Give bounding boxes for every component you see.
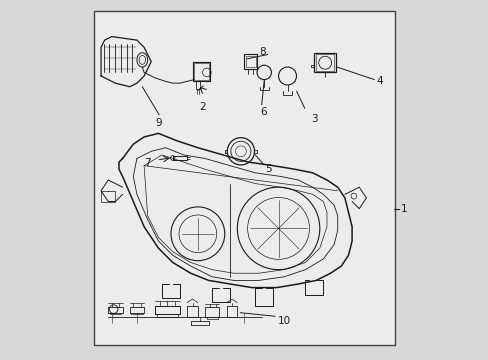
Text: 10: 10 <box>277 316 290 325</box>
Text: 7: 7 <box>143 158 150 168</box>
Bar <box>192 62 210 81</box>
Text: 3: 3 <box>310 114 317 124</box>
Text: 4: 4 <box>376 76 382 86</box>
Bar <box>244 54 257 69</box>
Text: 1: 1 <box>400 204 407 214</box>
Text: 9: 9 <box>156 118 162 128</box>
Bar <box>194 63 208 80</box>
Bar <box>316 54 333 71</box>
Bar <box>314 53 335 72</box>
Text: 8: 8 <box>259 46 265 57</box>
FancyBboxPatch shape <box>94 12 394 345</box>
Text: 6: 6 <box>260 107 267 117</box>
Bar <box>245 56 255 67</box>
Text: 5: 5 <box>265 164 271 174</box>
Text: 2: 2 <box>199 102 205 112</box>
